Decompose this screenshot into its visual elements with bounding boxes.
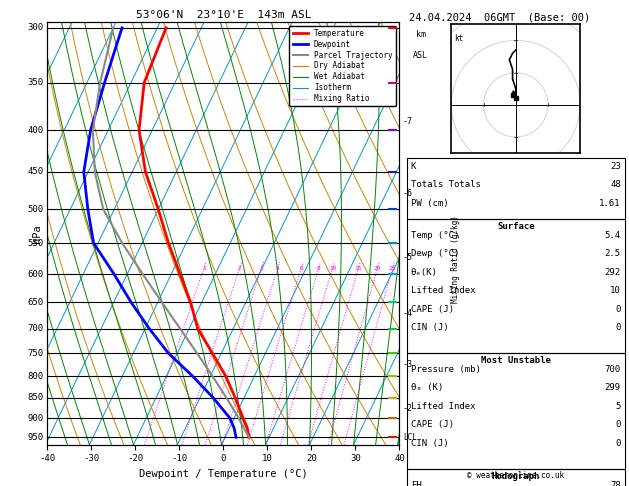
Text: Lifted Index: Lifted Index	[411, 402, 476, 411]
Text: 292: 292	[604, 268, 621, 277]
Text: 550: 550	[28, 239, 43, 248]
Text: 2.5: 2.5	[604, 249, 621, 259]
Text: CAPE (J): CAPE (J)	[411, 420, 454, 430]
X-axis label: Dewpoint / Temperature (°C): Dewpoint / Temperature (°C)	[139, 469, 308, 479]
Text: 850: 850	[28, 393, 43, 402]
Text: Dewp (°C): Dewp (°C)	[411, 249, 459, 259]
Text: 20: 20	[374, 265, 381, 271]
Text: K: K	[411, 162, 416, 171]
Text: PW (cm): PW (cm)	[411, 199, 448, 208]
Text: ASL: ASL	[413, 52, 428, 60]
Text: -6: -6	[403, 189, 413, 198]
Text: 15: 15	[355, 265, 362, 271]
Text: LCL: LCL	[403, 433, 417, 442]
Text: Temp (°C): Temp (°C)	[411, 231, 459, 240]
Text: 6: 6	[299, 265, 303, 271]
Text: 950: 950	[28, 433, 43, 442]
Text: 1.61: 1.61	[599, 199, 621, 208]
Text: 0: 0	[615, 323, 621, 332]
Text: 900: 900	[28, 414, 43, 423]
Text: 8: 8	[317, 265, 321, 271]
Text: -4: -4	[403, 309, 413, 318]
Text: 450: 450	[28, 167, 43, 176]
Text: kt: kt	[455, 34, 464, 43]
Text: Totals Totals: Totals Totals	[411, 180, 481, 190]
Text: 1: 1	[202, 265, 206, 271]
Text: 350: 350	[28, 78, 43, 87]
Text: -7: -7	[403, 118, 413, 126]
Text: Mixing Ratio (g/kg): Mixing Ratio (g/kg)	[451, 215, 460, 303]
Text: 24.04.2024  06GMT  (Base: 00): 24.04.2024 06GMT (Base: 00)	[409, 12, 590, 22]
Text: 800: 800	[28, 372, 43, 381]
Text: θₑ (K): θₑ (K)	[411, 383, 443, 393]
Legend: Temperature, Dewpoint, Parcel Trajectory, Dry Adiabat, Wet Adiabat, Isotherm, Mi: Temperature, Dewpoint, Parcel Trajectory…	[289, 26, 396, 106]
Text: © weatheronline.co.uk: © weatheronline.co.uk	[467, 471, 564, 480]
Text: 300: 300	[28, 23, 43, 33]
Title: 53°06'N  23°10'E  143m ASL: 53°06'N 23°10'E 143m ASL	[135, 10, 311, 20]
Text: 400: 400	[28, 125, 43, 135]
Text: 78: 78	[610, 481, 621, 486]
Text: CAPE (J): CAPE (J)	[411, 305, 454, 314]
Text: Surface: Surface	[497, 222, 535, 231]
Text: 750: 750	[28, 349, 43, 358]
Text: -5: -5	[403, 253, 413, 261]
Text: 0: 0	[615, 439, 621, 448]
Text: 23: 23	[610, 162, 621, 171]
Text: Most Unstable: Most Unstable	[481, 356, 551, 365]
Text: CIN (J): CIN (J)	[411, 439, 448, 448]
Text: 5: 5	[615, 402, 621, 411]
Text: 4: 4	[276, 265, 279, 271]
Text: 299: 299	[604, 383, 621, 393]
Text: -3: -3	[403, 361, 413, 369]
Y-axis label: hPa: hPa	[31, 224, 42, 243]
Text: -2: -2	[403, 404, 413, 413]
Text: 5.4: 5.4	[604, 231, 621, 240]
Text: EH: EH	[411, 481, 421, 486]
Text: 500: 500	[28, 205, 43, 214]
Text: 2: 2	[238, 265, 242, 271]
Text: 25: 25	[389, 265, 396, 271]
Text: Pressure (mb): Pressure (mb)	[411, 365, 481, 374]
Text: Hodograph: Hodograph	[492, 472, 540, 481]
Text: 700: 700	[604, 365, 621, 374]
Text: Lifted Index: Lifted Index	[411, 286, 476, 295]
Text: 0: 0	[615, 420, 621, 430]
Text: 650: 650	[28, 298, 43, 307]
Text: km: km	[416, 30, 426, 39]
Text: 10: 10	[610, 286, 621, 295]
Text: CIN (J): CIN (J)	[411, 323, 448, 332]
Text: 48: 48	[610, 180, 621, 190]
Text: 0: 0	[615, 305, 621, 314]
Text: 600: 600	[28, 270, 43, 278]
Text: 10: 10	[329, 265, 337, 271]
Text: 3: 3	[260, 265, 264, 271]
Text: 700: 700	[28, 324, 43, 333]
Text: θₑ(K): θₑ(K)	[411, 268, 438, 277]
